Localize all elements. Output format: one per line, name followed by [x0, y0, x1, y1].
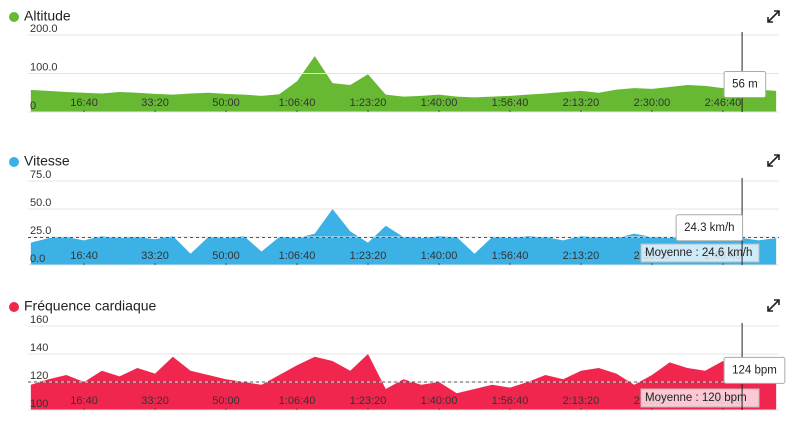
- x-tick-label: 2:13:20: [563, 395, 600, 407]
- expand-icon[interactable]: [767, 154, 780, 167]
- x-tick-label: 1:40:00: [421, 395, 458, 407]
- y-tick-label: 140: [30, 342, 48, 354]
- tooltip-label: 24.3 km/h: [684, 222, 735, 234]
- x-tick-label: 50:00: [212, 395, 240, 407]
- average-box: [640, 388, 760, 408]
- average-label: Moyenne : 120 bpm: [645, 392, 747, 404]
- x-tick-label: 1:23:20: [350, 395, 387, 407]
- expand-icon[interactable]: [767, 299, 780, 312]
- y-tick-label: 200.0: [30, 23, 58, 35]
- x-tick-label: 1:06:40: [279, 250, 316, 262]
- x-tick-label: 1:23:20: [350, 250, 387, 262]
- x-tick-label: 33:20: [141, 97, 169, 109]
- x-tick-label: 33:20: [141, 250, 169, 262]
- x-tick-label: 2:30:00: [634, 97, 671, 109]
- y-tick-label: 50.0: [30, 197, 51, 209]
- x-tick-label: 2:13:20: [563, 97, 600, 109]
- y-tick-label: 100.0: [30, 61, 58, 73]
- tooltip-box: [723, 70, 767, 98]
- y-tick-label: 100: [30, 398, 48, 410]
- x-tick-label: 1:06:40: [279, 97, 316, 109]
- y-tick-label: 0.0: [30, 253, 45, 265]
- x-tick-label: 2:13:20: [563, 250, 600, 262]
- chart-title: Altitude: [24, 8, 71, 24]
- legend-dot: [9, 157, 19, 167]
- tooltip-label: 56 m: [732, 78, 758, 90]
- average-box: [640, 243, 760, 263]
- y-tick-label: 0: [30, 100, 36, 112]
- x-tick-label: 50:00: [212, 97, 240, 109]
- y-tick-label: 25.0: [30, 225, 51, 237]
- y-tick-label: 160: [30, 314, 48, 326]
- x-tick-label: 16:40: [70, 250, 98, 262]
- y-tick-label: 120: [30, 370, 48, 382]
- x-tick-label: 1:06:40: [279, 395, 316, 407]
- tooltip: 24.3 km/h: [675, 214, 744, 242]
- expand-icon[interactable]: [767, 10, 780, 23]
- tooltip-box: [723, 356, 786, 384]
- tooltip-label: 124 bpm: [732, 364, 777, 376]
- chart-title: Fréquence cardiaque: [24, 298, 157, 314]
- x-tick-label: 1:40:00: [421, 97, 458, 109]
- legend-dot: [9, 302, 19, 312]
- x-tick-label: 1:56:40: [492, 97, 529, 109]
- x-tick-label: 1:56:40: [492, 250, 529, 262]
- x-tick-label: 16:40: [70, 97, 98, 109]
- expand-icons: [767, 10, 780, 312]
- area: [30, 56, 777, 112]
- y-tick-label: 75.0: [30, 169, 51, 181]
- x-tick-label: 1:56:40: [492, 395, 529, 407]
- x-tick-label: 50:00: [212, 250, 240, 262]
- x-tick-label: 2:46:40: [705, 97, 742, 109]
- chart-title: Vitesse: [24, 153, 70, 169]
- x-tick-label: 1:40:00: [421, 250, 458, 262]
- tooltip: 56 m: [723, 70, 767, 98]
- x-tick-label: 1:23:20: [350, 97, 387, 109]
- x-tick-label: 16:40: [70, 395, 98, 407]
- tooltip-box: [675, 214, 744, 242]
- area: [30, 209, 777, 265]
- x-tick-label: 33:20: [141, 395, 169, 407]
- tooltip: 124 bpm: [723, 356, 786, 384]
- legend-dot: [9, 12, 19, 22]
- average-label: Moyenne : 24.6 km/h: [645, 247, 752, 259]
